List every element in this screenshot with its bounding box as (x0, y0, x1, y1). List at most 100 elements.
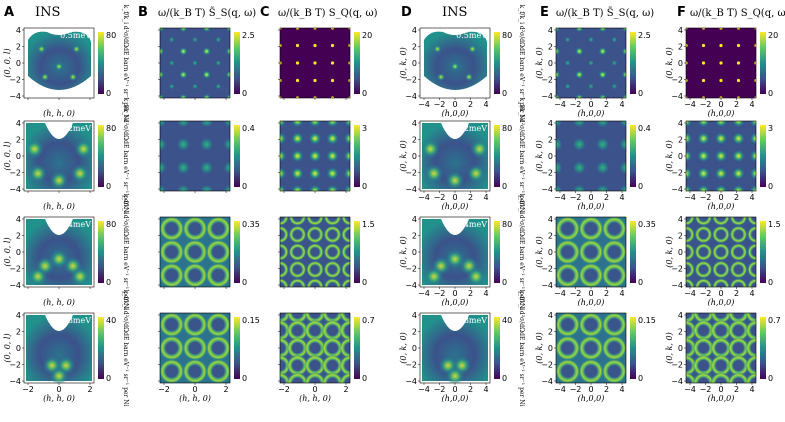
x-tick-label: 2 (734, 385, 739, 394)
heatmap-panel: −4 −2 0 2 4 4 2 0 −2 −4 (h,0,0) (0, k, 0) 1.5 0 (665, 215, 781, 307)
y-tick-label: 4 (678, 119, 683, 128)
y-tick-label: 4 (678, 311, 683, 320)
heatmap-panel: −4 −2 0 2 4 4 2 0 −2 −4 (h,0,0) (0, k, 0) 0.4 0 (535, 119, 651, 211)
colorbar-max: 0.15 (242, 316, 260, 325)
ins-coverage (422, 315, 488, 381)
energy-label: 8meV (68, 316, 91, 325)
colorbar (630, 125, 636, 187)
y-tick-label: −2 (9, 361, 21, 370)
colorbar-max: 80 (106, 220, 116, 229)
x-axis-label: (h, h, 0) (43, 394, 75, 403)
y-axis-label: (0, 0, l) (3, 237, 12, 266)
x-tick-label: −4 (554, 193, 566, 202)
x-tick-label: 0 (452, 193, 457, 202)
colorbar-min: 0 (362, 182, 367, 191)
x-tick-label: 0 (452, 385, 457, 394)
panel-letter-c: C (260, 5, 270, 20)
colorbar-max: 2.5 (638, 31, 651, 40)
colorbar-max: 3 (362, 124, 367, 133)
heatmap-panel: 0.35 0 (158, 216, 260, 289)
x-axis-label: (h,0,0) (578, 202, 605, 211)
y-tick-label: −2 (405, 361, 417, 370)
panel-letter-d: D (401, 5, 412, 20)
y-axis-label: (0, 0, l) (3, 48, 12, 77)
y-tick-label: 4 (16, 215, 21, 224)
heatmap-panel: 4meV 4 2 0 −2 −4 (h, h, 0) (0, 0, l) 80 0 k_f/k_i … (3, 194, 129, 311)
colorbar (234, 317, 240, 379)
x-tick-label: 2 (468, 100, 473, 109)
x-tick-label: −4 (418, 385, 430, 394)
y-tick-label: 2 (16, 136, 21, 145)
y-tick-label: 2 (16, 232, 21, 241)
colorbar (494, 125, 500, 187)
y-tick-label: 2 (548, 232, 553, 241)
colorbar-max: 20 (768, 31, 778, 40)
colorbar-max: 0.35 (242, 220, 260, 229)
colorbar-max: 40 (106, 316, 116, 325)
colorbar-label: k_f/k_i d²σ/dΩdE barn eV⁻¹ sr⁻¹ per Ni (518, 5, 525, 122)
colorbar-max: 80 (502, 220, 512, 229)
y-tick-label: 0 (548, 344, 553, 353)
y-tick-label: −2 (671, 76, 683, 85)
y-axis-label: (0, k, 0) (399, 47, 408, 78)
x-axis-label: (h,0,0) (578, 109, 605, 118)
colorbar-max: 20 (362, 31, 372, 40)
colorbar-label: k_f/k_i d²σ/dΩdE barn eV⁻¹ sr⁻¹ per Ni (122, 5, 129, 122)
x-axis-label: (h,0,0) (442, 394, 469, 403)
heatmap-panel: −2 0 2 (h, h, 0) 0.7 0 (278, 312, 375, 403)
y-axis-label: (0, k, 0) (399, 140, 408, 171)
x-axis-label: (h,0,0) (578, 394, 605, 403)
x-tick-label: −2 (570, 193, 582, 202)
colorbar (98, 32, 104, 94)
y-axis-label: (0, k, 0) (665, 332, 674, 363)
y-tick-label: 2 (16, 43, 21, 52)
x-tick-label: 4 (483, 289, 488, 298)
x-tick-label: 2 (734, 193, 739, 202)
heatmap-panel: 20 0 (278, 27, 372, 100)
y-tick-label: 0 (678, 248, 683, 257)
y-tick-label: −4 (405, 185, 417, 194)
x-tick-label: 0 (452, 289, 457, 298)
colorbar-min: 0 (768, 374, 773, 383)
x-axis-label: (h,0,0) (708, 109, 735, 118)
x-tick-label: −2 (434, 289, 446, 298)
y-tick-label: −2 (9, 76, 21, 85)
heatmap-panel: −2 0 2 (h, h, 0) 0.15 0 (158, 312, 260, 403)
colorbar-max: 0.35 (638, 220, 656, 229)
colorbar-min: 0 (242, 89, 247, 98)
y-tick-label: 0 (16, 344, 21, 353)
x-tick-label: −2 (700, 100, 712, 109)
energy-label: 2meV (68, 124, 91, 133)
colorbar (630, 221, 636, 283)
y-tick-label: 2 (548, 328, 553, 337)
colorbar (234, 221, 240, 283)
colorbar-label: k_f/k_i d²σ/dΩdE barn eV⁻¹ sr⁻¹ per Ni (518, 290, 525, 407)
heatmap-panel: −4 −2 0 2 4 4 2 0 −2 −4 (h,0,0) (0, k, 0) 0.15 0 (535, 311, 656, 403)
y-tick-label: 2 (548, 43, 553, 52)
colorbar (354, 125, 360, 187)
x-tick-label: −2 (158, 385, 170, 394)
x-tick-label: −4 (684, 289, 696, 298)
colorbar (98, 317, 104, 379)
colorbar-max: 80 (502, 31, 512, 40)
x-tick-label: −2 (434, 100, 446, 109)
heatmap-panel: 4meV −4 −2 0 2 4 4 2 0 −2 −4 (h,0,0) (0, k, 0) 80 0 k_f… (399, 194, 525, 311)
y-tick-label: 4 (16, 119, 21, 128)
x-tick-label: 2 (468, 289, 473, 298)
heatmap-panel: 0.5meV −4 −2 0 2 4 4 2 0 −2 −4 (h,0,0) (0, k, 0) 80 0 k… (399, 5, 525, 122)
colorbar (760, 125, 766, 187)
y-tick-label: 0 (548, 152, 553, 161)
colorbar (760, 317, 766, 379)
colorbar-label: k_f/k_i d²σ/dΩdE barn eV⁻¹ sr⁻¹ per Ni (122, 194, 129, 311)
x-tick-label: 0 (718, 289, 723, 298)
x-tick-label: 4 (749, 100, 754, 109)
y-tick-label: 0 (678, 152, 683, 161)
y-tick-label: 2 (412, 232, 417, 241)
y-tick-label: 0 (412, 248, 417, 257)
heatmap-panel: 30 (278, 120, 367, 193)
colorbar-min: 0 (106, 374, 111, 383)
y-tick-label: −4 (405, 92, 417, 101)
y-tick-label: 4 (412, 119, 417, 128)
